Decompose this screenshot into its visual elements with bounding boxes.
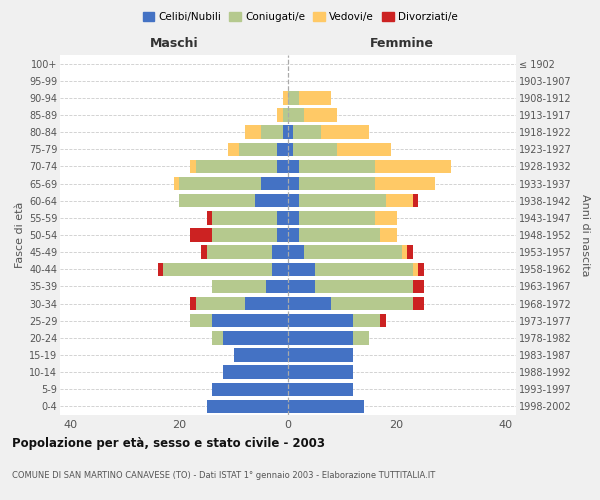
Bar <box>288 177 299 190</box>
Bar <box>228 142 239 156</box>
Bar <box>288 314 353 328</box>
Bar <box>375 211 397 224</box>
Bar <box>288 348 353 362</box>
Bar <box>288 194 299 207</box>
Bar <box>293 126 320 139</box>
Bar <box>299 194 386 207</box>
Bar <box>283 126 288 139</box>
Bar <box>212 280 266 293</box>
Bar <box>331 297 413 310</box>
Bar <box>353 331 370 344</box>
Bar <box>380 228 397 241</box>
Bar <box>413 194 418 207</box>
Bar <box>418 262 424 276</box>
Bar <box>272 262 288 276</box>
Bar <box>299 160 375 173</box>
Bar <box>353 314 380 328</box>
Bar <box>299 177 375 190</box>
Bar <box>315 262 413 276</box>
Bar <box>304 108 337 122</box>
Bar <box>288 382 353 396</box>
Bar <box>234 348 288 362</box>
Bar <box>277 142 288 156</box>
Bar <box>206 211 212 224</box>
Bar <box>223 331 288 344</box>
Bar <box>407 246 413 259</box>
Bar <box>288 142 293 156</box>
Text: Popolazione per età, sesso e stato civile - 2003: Popolazione per età, sesso e stato civil… <box>12 438 325 450</box>
Bar <box>413 262 418 276</box>
Bar <box>283 108 288 122</box>
Bar <box>288 262 315 276</box>
Bar <box>402 246 407 259</box>
Legend: Celibi/Nubili, Coniugati/e, Vedovi/e, Divorziati/e: Celibi/Nubili, Coniugati/e, Vedovi/e, Di… <box>139 8 461 26</box>
Bar <box>288 228 299 241</box>
Bar <box>212 211 277 224</box>
Bar <box>375 160 451 173</box>
Y-axis label: Anni di nascita: Anni di nascita <box>580 194 590 276</box>
Bar <box>223 366 288 379</box>
Bar <box>288 400 364 413</box>
Text: COMUNE DI SAN MARTINO CANAVESE (TO) - Dati ISTAT 1° gennaio 2003 - Elaborazione : COMUNE DI SAN MARTINO CANAVESE (TO) - Da… <box>12 470 435 480</box>
Bar <box>293 142 337 156</box>
Bar <box>277 211 288 224</box>
Bar <box>304 246 402 259</box>
Bar <box>320 126 370 139</box>
Bar <box>288 331 353 344</box>
Bar <box>299 91 331 104</box>
Bar <box>288 366 353 379</box>
Bar <box>283 91 288 104</box>
Bar <box>190 228 212 241</box>
Bar <box>413 297 424 310</box>
Bar <box>288 126 293 139</box>
Bar <box>288 91 299 104</box>
Bar <box>196 160 277 173</box>
Bar <box>239 142 277 156</box>
Bar <box>288 246 304 259</box>
Bar <box>299 228 380 241</box>
Y-axis label: Fasce di età: Fasce di età <box>14 202 25 268</box>
Bar <box>277 160 288 173</box>
Bar <box>288 211 299 224</box>
Bar <box>158 262 163 276</box>
Text: Femmine: Femmine <box>370 37 434 50</box>
Bar <box>206 400 288 413</box>
Bar <box>386 194 413 207</box>
Bar <box>337 142 391 156</box>
Bar <box>288 160 299 173</box>
Bar <box>380 314 386 328</box>
Bar <box>190 160 196 173</box>
Bar <box>190 314 212 328</box>
Bar <box>261 126 283 139</box>
Bar <box>288 280 315 293</box>
Bar <box>212 228 277 241</box>
Bar <box>179 177 261 190</box>
Bar <box>245 126 261 139</box>
Bar <box>413 280 424 293</box>
Bar <box>277 228 288 241</box>
Bar <box>206 246 272 259</box>
Text: Maschi: Maschi <box>149 37 199 50</box>
Bar <box>261 177 288 190</box>
Bar <box>272 246 288 259</box>
Bar <box>190 297 196 310</box>
Bar <box>245 297 288 310</box>
Bar <box>212 382 288 396</box>
Bar <box>288 108 304 122</box>
Bar <box>299 211 375 224</box>
Bar <box>163 262 272 276</box>
Bar <box>196 297 245 310</box>
Bar <box>288 297 331 310</box>
Bar <box>179 194 256 207</box>
Bar <box>174 177 179 190</box>
Bar <box>212 314 288 328</box>
Bar <box>201 246 206 259</box>
Bar <box>212 331 223 344</box>
Bar <box>375 177 434 190</box>
Bar <box>315 280 413 293</box>
Bar <box>256 194 288 207</box>
Bar <box>277 108 283 122</box>
Bar <box>266 280 288 293</box>
